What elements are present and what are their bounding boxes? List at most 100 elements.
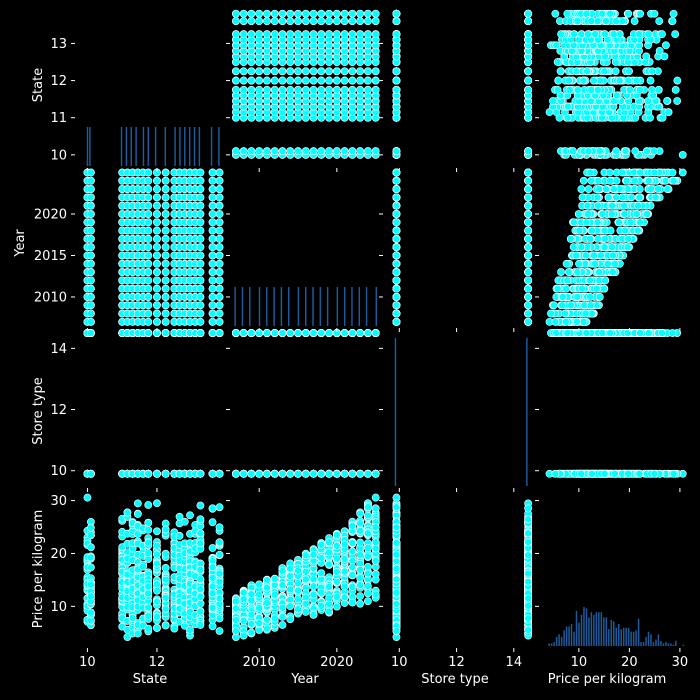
hist-bar	[351, 287, 353, 326]
scatter-point	[215, 168, 224, 177]
scatter-point	[87, 284, 95, 293]
scatter-point	[584, 30, 592, 39]
scatter-point	[144, 284, 153, 293]
scatter-point	[231, 17, 240, 26]
scatter-point	[356, 17, 365, 26]
scatter-point	[161, 284, 170, 293]
scatter-point	[144, 176, 153, 185]
scatter-point	[356, 9, 365, 18]
scatter-point	[392, 210, 401, 218]
scatter-point	[301, 67, 310, 76]
scatter-point	[600, 67, 609, 76]
scatter-point	[655, 17, 664, 26]
scatter-point	[551, 9, 560, 18]
scatter-point	[215, 176, 224, 185]
scatter-point	[286, 30, 295, 39]
scatter-point	[611, 67, 620, 76]
scatter-point	[643, 210, 652, 218]
scatter-point	[270, 67, 279, 76]
scatter-point	[270, 17, 279, 26]
scatter-point	[586, 293, 594, 301]
scatter-point	[392, 276, 401, 285]
scatter-point	[161, 259, 170, 268]
scatter-point	[577, 30, 586, 39]
scatter-point	[553, 85, 562, 94]
scatter-point	[286, 17, 295, 26]
scatter-point	[348, 30, 357, 39]
scatter-point	[144, 259, 153, 268]
scatter-point	[600, 234, 609, 243]
scatter-point	[566, 234, 575, 243]
scatter-point	[602, 17, 610, 26]
scatter-point	[286, 147, 295, 156]
scatter-point	[153, 469, 161, 478]
scatter-point	[270, 30, 279, 39]
scatter-point	[161, 251, 170, 260]
scatter-point	[239, 17, 248, 26]
scatter-point	[301, 85, 310, 94]
scatter-point	[263, 76, 271, 85]
scatter-point	[87, 329, 95, 337]
scatter-point	[586, 234, 595, 243]
scatter-point	[671, 85, 680, 94]
scatter-point	[608, 268, 617, 276]
scatter-point	[524, 210, 533, 218]
panel-store-type-vs-year	[231, 329, 380, 478]
scatter-point	[161, 317, 170, 326]
scatter-point	[570, 218, 578, 227]
hist-bar	[147, 127, 150, 166]
scatter-point	[392, 17, 401, 26]
scatter-point	[294, 30, 302, 39]
hist-bar	[174, 127, 176, 166]
scatter-point	[263, 67, 271, 76]
scatter-point	[144, 293, 153, 301]
scatter-point	[524, 76, 533, 85]
hist-bar	[154, 127, 157, 166]
scatter-point	[340, 147, 349, 156]
scatter-point	[153, 251, 161, 260]
scatter-point	[392, 317, 401, 326]
scatter-point	[587, 85, 596, 94]
scatter-point	[317, 76, 326, 85]
scatter-point	[153, 234, 161, 243]
scatter-point	[563, 276, 572, 285]
scatter-point	[208, 276, 217, 285]
scatter-point	[309, 67, 318, 76]
panel-year-vs-year	[234, 287, 378, 326]
scatter-point	[564, 268, 573, 276]
scatter-point	[208, 284, 217, 293]
scatter-point	[255, 85, 264, 94]
scatter-point	[332, 9, 341, 18]
scatter-point	[524, 218, 533, 227]
scatter-point	[208, 329, 217, 337]
hist-bar	[142, 127, 145, 166]
scatter-point	[582, 218, 591, 227]
scatter-point	[196, 218, 205, 227]
scatter-point	[593, 85, 602, 94]
scatter-point	[671, 30, 680, 39]
scatter-point	[294, 76, 302, 85]
scatter-point	[371, 30, 380, 39]
hist-bar	[188, 127, 191, 166]
scatter-point	[144, 243, 153, 252]
scatter-point	[239, 76, 248, 85]
scatter-point	[301, 17, 310, 26]
scatter-point	[594, 176, 603, 185]
scatter-point	[661, 41, 670, 50]
hist-bar	[135, 127, 137, 166]
scatter-point	[215, 293, 224, 301]
scatter-point	[648, 85, 656, 94]
scatter-point	[215, 193, 224, 202]
scatter-point	[87, 226, 95, 235]
scatter-point	[595, 185, 603, 193]
scatter-point	[634, 201, 642, 210]
scatter-point	[562, 259, 571, 268]
scatter-point	[286, 9, 295, 18]
scatter-point	[153, 284, 161, 293]
scatter-point	[208, 317, 217, 326]
scatter-point	[356, 30, 365, 39]
scatter-point	[597, 251, 605, 260]
scatter-point	[392, 9, 401, 18]
scatter-point	[239, 147, 248, 156]
